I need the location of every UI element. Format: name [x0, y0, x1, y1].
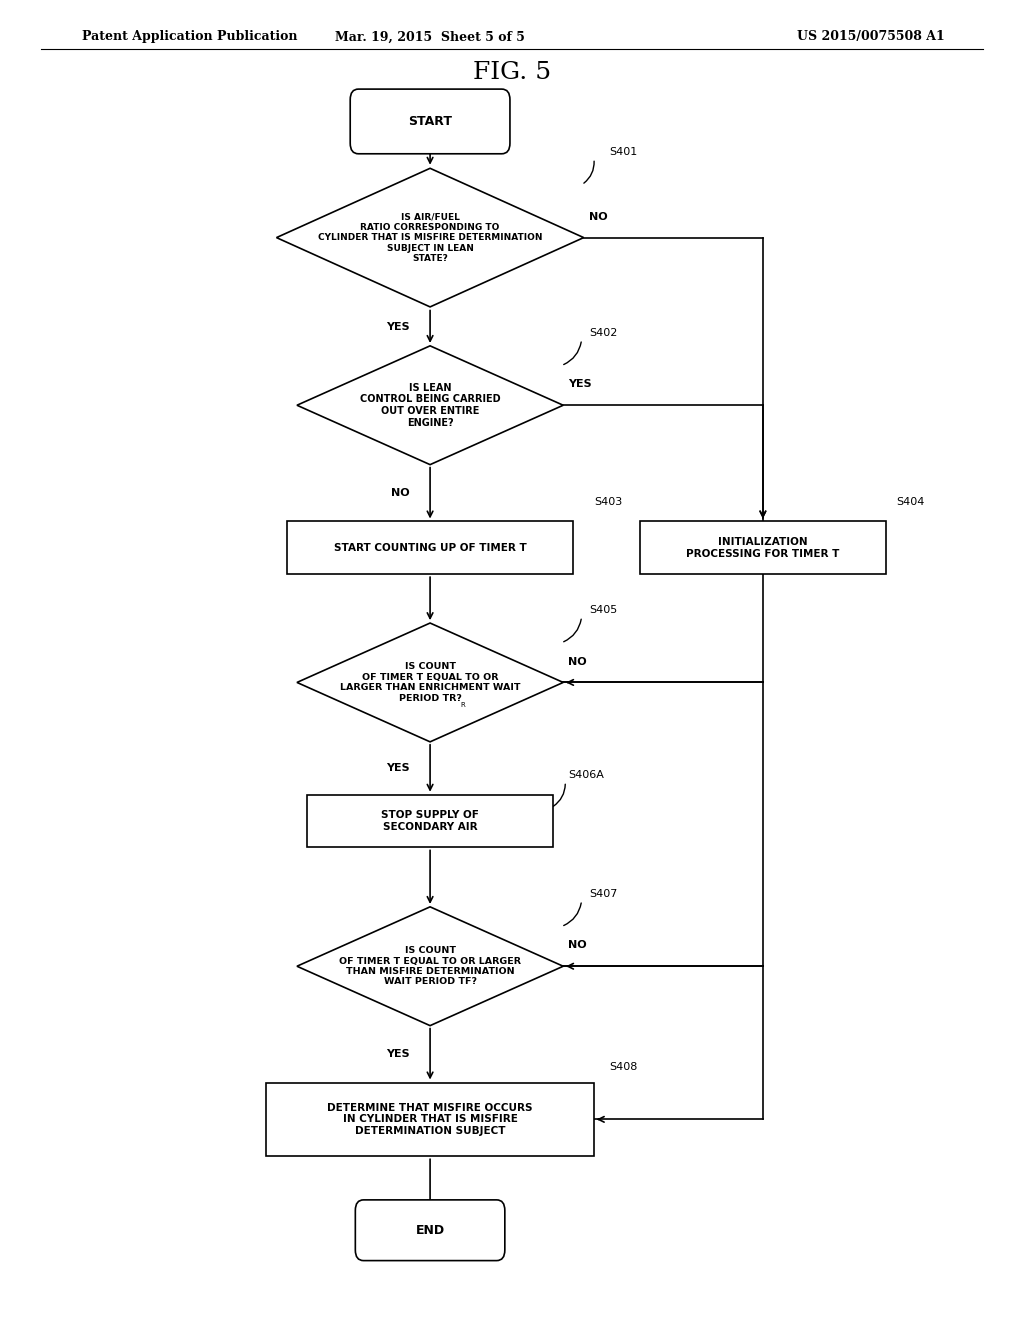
Text: START: START — [409, 115, 452, 128]
Polygon shape — [276, 169, 584, 308]
Text: S402: S402 — [589, 327, 617, 338]
FancyBboxPatch shape — [287, 521, 573, 574]
Text: US 2015/0075508 A1: US 2015/0075508 A1 — [797, 30, 944, 44]
Text: FIG. 5: FIG. 5 — [473, 61, 551, 84]
Text: S405: S405 — [589, 605, 617, 615]
Text: S403: S403 — [594, 496, 623, 507]
Text: NO: NO — [391, 488, 410, 498]
Text: S404: S404 — [896, 496, 925, 507]
Text: NO: NO — [589, 211, 607, 222]
FancyBboxPatch shape — [350, 88, 510, 153]
Polygon shape — [297, 346, 563, 465]
Text: S408: S408 — [609, 1061, 638, 1072]
Text: Mar. 19, 2015  Sheet 5 of 5: Mar. 19, 2015 Sheet 5 of 5 — [335, 30, 525, 44]
Text: END: END — [416, 1224, 444, 1237]
Text: Patent Application Publication: Patent Application Publication — [82, 30, 297, 44]
Text: S407: S407 — [589, 888, 617, 899]
Polygon shape — [297, 623, 563, 742]
Text: NO: NO — [568, 656, 587, 667]
Text: R: R — [461, 702, 466, 709]
Polygon shape — [297, 907, 563, 1026]
Text: NO: NO — [568, 940, 587, 950]
Text: S406A: S406A — [568, 770, 604, 780]
Text: INITIALIZATION
PROCESSING FOR TIMER T: INITIALIZATION PROCESSING FOR TIMER T — [686, 537, 840, 558]
Text: IS LEAN
CONTROL BEING CARRIED
OUT OVER ENTIRE
ENGINE?: IS LEAN CONTROL BEING CARRIED OUT OVER E… — [359, 383, 501, 428]
Text: IS AIR/FUEL
RATIO CORRESPONDING TO
CYLINDER THAT IS MISFIRE DETERMINATION
SUBJEC: IS AIR/FUEL RATIO CORRESPONDING TO CYLIN… — [317, 213, 543, 263]
Text: IS COUNT
OF TIMER T EQUAL TO OR
LARGER THAN ENRICHMENT WAIT
PERIOD TR?: IS COUNT OF TIMER T EQUAL TO OR LARGER T… — [340, 663, 520, 702]
Text: STOP SUPPLY OF
SECONDARY AIR: STOP SUPPLY OF SECONDARY AIR — [381, 810, 479, 832]
Text: IS COUNT
OF TIMER T EQUAL TO OR LARGER
THAN MISFIRE DETERMINATION
WAIT PERIOD TF: IS COUNT OF TIMER T EQUAL TO OR LARGER T… — [339, 946, 521, 986]
Text: YES: YES — [386, 1049, 410, 1059]
Text: DETERMINE THAT MISFIRE OCCURS
IN CYLINDER THAT IS MISFIRE
DETERMINATION SUBJECT: DETERMINE THAT MISFIRE OCCURS IN CYLINDE… — [328, 1102, 532, 1137]
FancyBboxPatch shape — [355, 1200, 505, 1261]
FancyBboxPatch shape — [307, 795, 553, 847]
Text: S401: S401 — [609, 147, 638, 157]
FancyBboxPatch shape — [266, 1082, 594, 1156]
Text: YES: YES — [568, 379, 592, 389]
FancyBboxPatch shape — [640, 521, 886, 574]
Text: START COUNTING UP OF TIMER T: START COUNTING UP OF TIMER T — [334, 543, 526, 553]
Text: YES: YES — [386, 763, 410, 774]
Text: YES: YES — [386, 322, 410, 331]
